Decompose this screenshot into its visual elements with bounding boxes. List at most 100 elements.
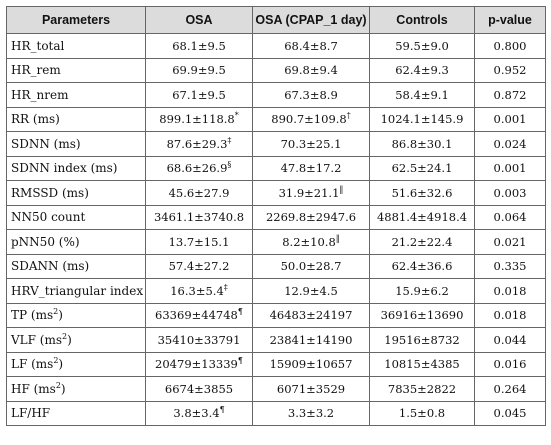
controls-value: 59.5±9.0 [395,38,449,53]
osa-cpap-value-cell: 69.8±9.4 [252,57,370,83]
p-value-cell: 0.044 [474,327,546,353]
parameter-cell: LF (ms2) [6,351,146,377]
parameter-cell: HR_nrem [6,82,146,108]
osa-cpap-value-cell: 50.0±28.7 [252,253,370,279]
osa-value-cell: 3.8±3.4¶ [145,400,253,426]
controls-value-cell: 59.5±9.0 [369,33,475,59]
osa-cpap-value-cell: 15909±10657 [252,351,370,377]
parameter-cell: SDNN (ms) [6,131,146,157]
parameter-cell: HR_rem [6,57,146,83]
osa-value: 3461.1±3740.8 [153,210,245,225]
osa-value-cell: 45.6±27.9 [145,180,253,206]
table-row: NN50 count 3461.1±3740.8 2269.8±2947.6 4881… [6,204,546,230]
controls-value: 86.8±30.1 [391,136,453,151]
table-container: Parameters OSA OSA (CPAP_1 day) Controls… [6,6,546,426]
parameter-cell: RR (ms) [6,106,146,132]
osa-cpap-value-cell: 70.3±25.1 [252,131,370,157]
p-value-cell: 0.872 [474,82,546,108]
table-row: RMSSD (ms) 45.6±27.9 31.9±21.1‖ 51.6±32.6 0.… [6,180,546,206]
header-row: Parameters OSA OSA (CPAP_1 day) Controls… [6,6,546,34]
osa-cpap-value-cell: 47.8±17.2 [252,155,370,181]
osa-value: 6674±3855 [164,381,234,396]
controls-value-cell: 7835±2822 [369,376,475,402]
parameter-name: SDANN (ms) [11,259,90,274]
parameter-cell: SDNN index (ms) [6,155,146,181]
parameter-name: VLF (ms [11,332,62,347]
osa-value-cell: 69.9±9.5 [145,57,253,83]
osa-value-cell: 6674±3855 [145,376,253,402]
table-row: HF (ms2) 6674±3855 6071±3529 7835±2822 0.264 [6,376,546,402]
osa-cpap-value: 3.3±3.2 [287,406,335,421]
parameter-unit-tail: ) [58,308,63,323]
osa-value: 13.7±15.1 [168,234,230,249]
controls-value-cell: 21.2±22.4 [369,229,475,255]
controls-value-cell: 51.6±32.6 [369,180,475,206]
osa-cpap-value-cell: 3.3±3.2 [252,400,370,426]
parameter-cell: TP (ms2) [6,302,146,328]
parameter-name: HRV_triangular index [11,283,144,298]
parameter-name: RMSSD (ms) [11,185,89,200]
parameter-cell: HR_total [6,33,146,59]
table-row: pNN50 (%) 13.7±15.1 8.2±10.8‖ 21.2±22.4 0.02… [6,229,546,255]
table-row: RR (ms) 899.1±118.8* 890.7±109.8† 1024.1±14… [6,106,546,132]
osa-value: 899.1±118.8 [159,112,235,127]
controls-value-cell: 19516±8732 [369,327,475,353]
significance-mark: ¶ [219,405,225,415]
osa-value-cell: 13.7±15.1 [145,229,253,255]
p-value-cell: 0.003 [474,180,546,206]
parameter-cell: NN50 count [6,204,146,230]
osa-cpap-value-cell: 68.4±8.7 [252,33,370,59]
controls-value-cell: 10815±4385 [369,351,475,377]
osa-cpap-value: 50.0±28.7 [280,259,342,274]
osa-value-cell: 20479±13339¶ [145,351,253,377]
controls-value-cell: 1024.1±145.9 [369,106,475,132]
parameter-name: pNN50 (%) [11,234,80,249]
osa-value-cell: 68.6±26.9§ [145,155,253,181]
osa-value: 3.8±3.4 [173,406,220,421]
significance-mark: ‡ [227,135,232,145]
controls-value-cell: 62.5±24.1 [369,155,475,181]
osa-cpap-value: 46483±24197 [269,308,353,323]
table-row: TP (ms2) 63369±44748¶ 46483±24197 36916±136… [6,302,546,328]
parameter-cell: HRV_triangular index [6,278,146,304]
controls-value: 58.4±9.1 [395,87,449,102]
table-row: HRV_triangular index 16.3±5.4‡ 12.9±4.5 15.… [6,278,546,304]
p-value: 0.064 [493,210,527,225]
p-value-cell: 0.264 [474,376,546,402]
table-row: HR_total 68.1±9.5 68.4±8.7 59.5±9.0 0.800 [6,33,546,59]
p-value: 0.872 [493,87,527,102]
p-value-cell: 0.018 [474,302,546,328]
osa-value-cell: 87.6±29.3‡ [145,131,253,157]
osa-value: 87.6±29.3 [166,136,228,151]
controls-value-cell: 58.4±9.1 [369,82,475,108]
controls-value: 4881.4±4918.4 [376,210,468,225]
parameter-cell: RMSSD (ms) [6,180,146,206]
table-row: LF/HF 3.8±3.4¶ 3.3±3.2 1.5±0.8 0.045 [6,400,546,426]
parameter-name: SDNN index (ms) [11,161,118,176]
p-value: 0.024 [493,136,527,151]
parameter-cell: LF/HF [6,400,146,426]
osa-cpap-value-cell: 12.9±4.5 [252,278,370,304]
parameter-name: HR_nrem [11,87,69,102]
table-row: SDNN (ms) 87.6±29.3‡ 70.3±25.1 86.8±30.1 0.0… [6,131,546,157]
osa-value-cell: 899.1±118.8* [145,106,253,132]
parameter-unit-exponent: 2 [53,356,59,366]
osa-value: 35410±33791 [157,332,241,347]
table-row: VLF (ms2) 35410±33791 23841±14190 19516±873… [6,327,546,353]
controls-value: 7835±2822 [387,381,457,396]
osa-value: 69.9±9.5 [172,63,226,78]
header-parameters: Parameters [6,6,146,34]
table-row: SDNN index (ms) 68.6±26.9§ 47.8±17.2 62.5±2… [6,155,546,181]
significance-mark: ¶ [237,307,243,317]
significance-mark: † [346,111,351,121]
p-value: 0.264 [493,381,527,396]
osa-cpap-value: 23841±14190 [269,332,353,347]
significance-mark: * [234,111,239,121]
osa-value: 63369±44748 [155,308,238,323]
osa-value: 20479±13339 [155,357,238,372]
p-value: 0.800 [493,38,527,53]
osa-value-cell: 3461.1±3740.8 [145,204,253,230]
controls-value: 51.6±32.6 [391,185,453,200]
parameter-name: TP (ms [11,308,54,323]
controls-value-cell: 15.9±6.2 [369,278,475,304]
